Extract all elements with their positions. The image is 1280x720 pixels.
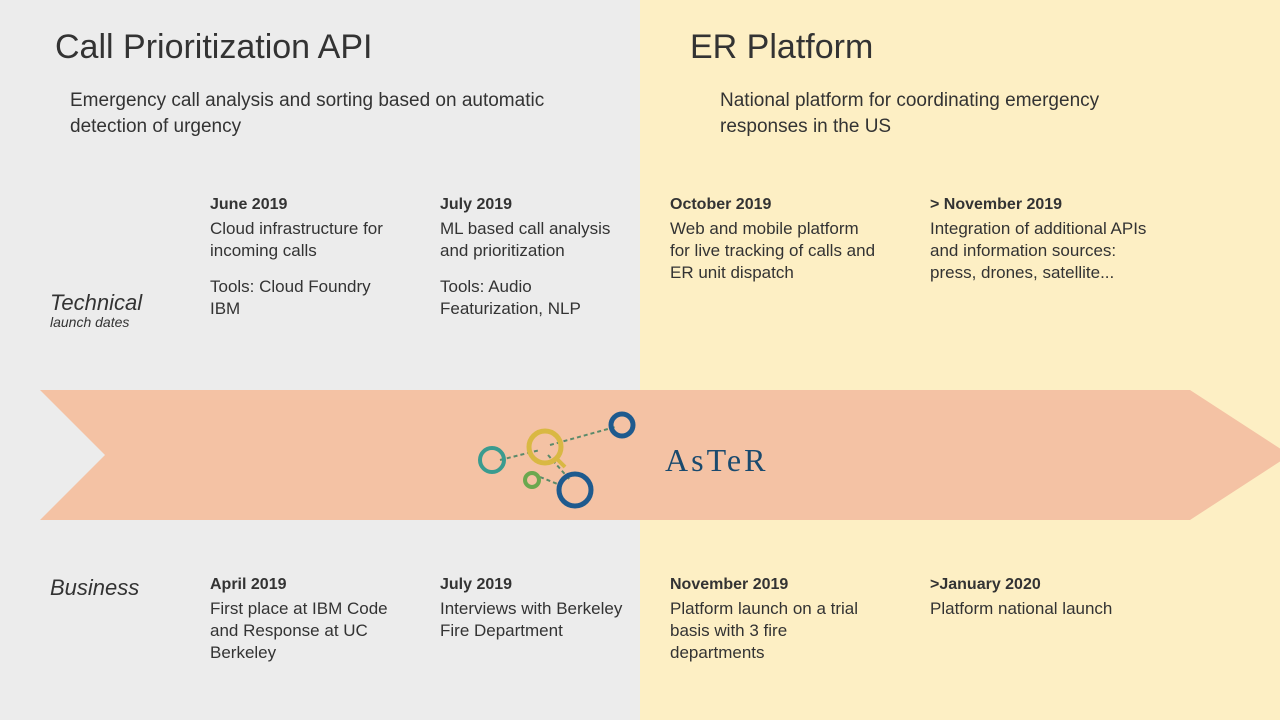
milestone-desc: Cloud infrastructure for incoming calls bbox=[210, 218, 400, 262]
business-milestone-1: July 2019 Interviews with Berkeley Fire … bbox=[440, 575, 630, 642]
milestone-desc: Platform national launch bbox=[930, 598, 1140, 620]
milestone-tools: Tools: Cloud Foundry IBM bbox=[210, 276, 400, 320]
business-milestone-0: April 2019 First place at IBM Code and R… bbox=[210, 575, 410, 664]
milestone-desc: Integration of additional APIs and infor… bbox=[930, 218, 1150, 284]
milestone-date: June 2019 bbox=[210, 195, 400, 216]
business-milestone-2: November 2019 Platform launch on a trial… bbox=[670, 575, 880, 664]
milestone-date: April 2019 bbox=[210, 575, 410, 596]
milestone-desc: Platform launch on a trial basis with 3 … bbox=[670, 598, 880, 664]
milestone-tools: Tools: Audio Featurization, NLP bbox=[440, 276, 630, 320]
technical-row-label: Technical launch dates bbox=[50, 290, 142, 330]
business-row-label: Business bbox=[50, 575, 139, 601]
business-label-main: Business bbox=[50, 575, 139, 601]
milestone-date: October 2019 bbox=[670, 195, 880, 216]
brand-name: AsTeR bbox=[665, 442, 768, 479]
technical-label-main: Technical bbox=[50, 290, 142, 316]
brand-logo: AsTeR bbox=[470, 405, 810, 515]
milestone-desc: ML based call analysis and prioritizatio… bbox=[440, 218, 630, 262]
milestone-desc: Web and mobile platform for live trackin… bbox=[670, 218, 880, 284]
aster-network-icon bbox=[470, 405, 645, 515]
milestone-date: > November 2019 bbox=[930, 195, 1150, 216]
milestone-date: >January 2020 bbox=[930, 575, 1140, 596]
left-title: Call Prioritization API bbox=[55, 28, 372, 67]
technical-label-sub: launch dates bbox=[50, 314, 142, 330]
right-subtitle: National platform for coordinating emerg… bbox=[720, 88, 1160, 139]
milestone-date: July 2019 bbox=[440, 575, 630, 596]
milestone-desc: First place at IBM Code and Response at … bbox=[210, 598, 410, 664]
milestone-date: November 2019 bbox=[670, 575, 880, 596]
right-title: ER Platform bbox=[690, 28, 873, 67]
technical-milestone-3: > November 2019 Integration of additiona… bbox=[930, 195, 1150, 284]
milestone-date: July 2019 bbox=[440, 195, 630, 216]
technical-milestone-2: October 2019 Web and mobile platform for… bbox=[670, 195, 880, 284]
milestone-desc: Interviews with Berkeley Fire Department bbox=[440, 598, 630, 642]
business-milestone-3: >January 2020 Platform national launch bbox=[930, 575, 1140, 620]
left-subtitle: Emergency call analysis and sorting base… bbox=[70, 88, 570, 139]
technical-milestone-1: July 2019 ML based call analysis and pri… bbox=[440, 195, 630, 320]
technical-milestone-0: June 2019 Cloud infrastructure for incom… bbox=[210, 195, 400, 320]
